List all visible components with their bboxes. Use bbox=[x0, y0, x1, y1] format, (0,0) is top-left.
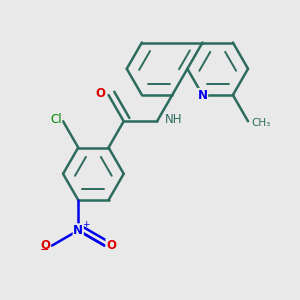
Text: Cl: Cl bbox=[50, 113, 62, 126]
Text: −: − bbox=[40, 245, 49, 255]
Text: N: N bbox=[73, 224, 83, 237]
Text: N: N bbox=[198, 88, 208, 101]
Text: CH₃: CH₃ bbox=[251, 118, 270, 128]
Text: +: + bbox=[82, 220, 89, 229]
Text: O: O bbox=[96, 87, 106, 100]
Text: NH: NH bbox=[164, 113, 182, 126]
Text: O: O bbox=[106, 239, 116, 252]
Text: O: O bbox=[40, 239, 50, 252]
